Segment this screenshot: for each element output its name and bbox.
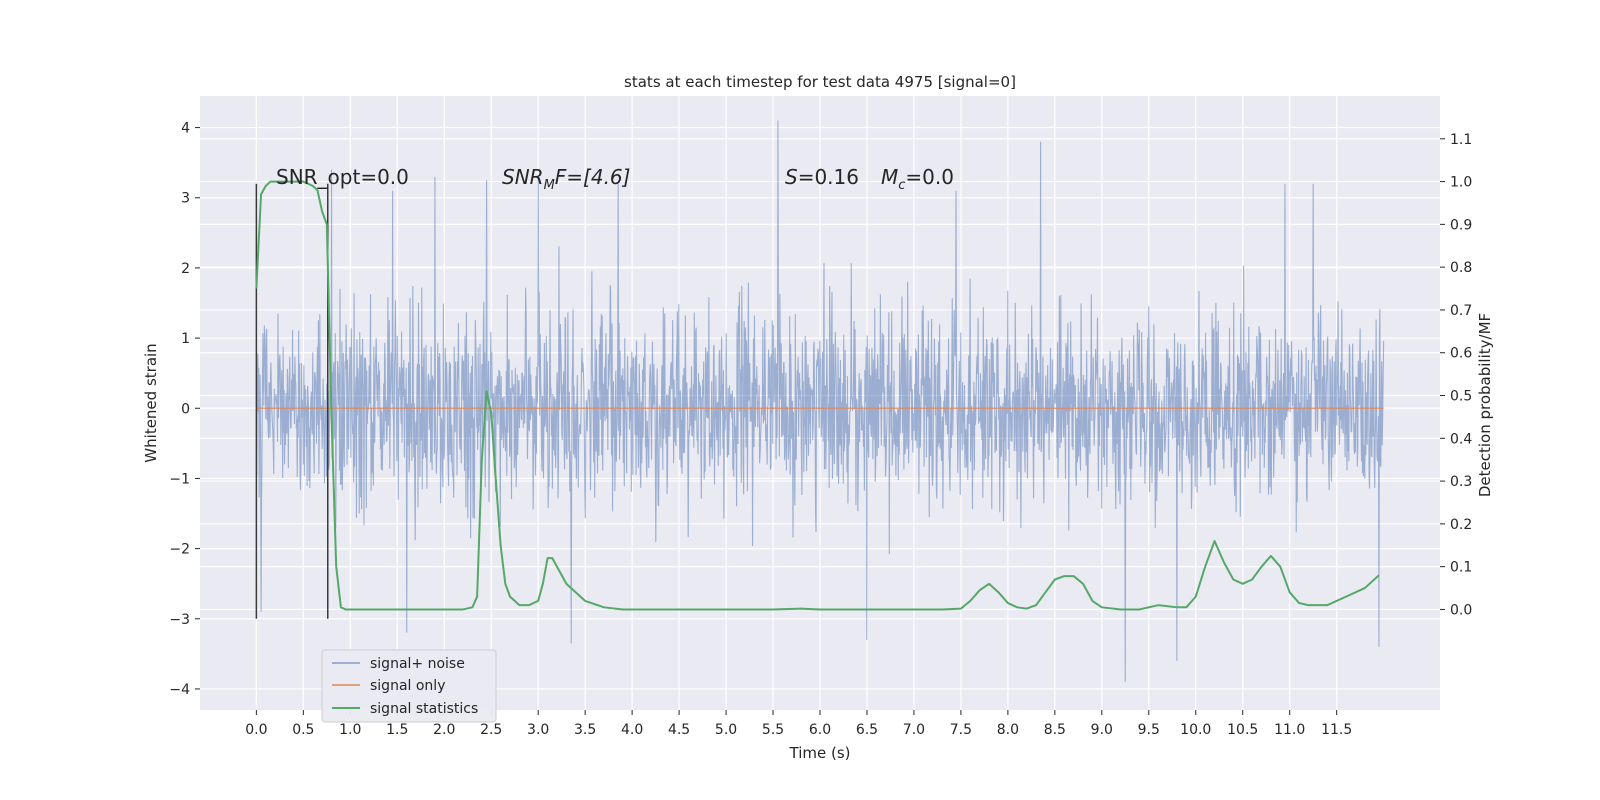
y-tick-label-8: 4: [181, 121, 190, 137]
x-tick-label-22: 11.0: [1274, 722, 1305, 738]
y2-tick-label-11: 1.1: [1450, 132, 1472, 148]
y2-tick-label-8: 0.8: [1450, 260, 1472, 276]
annotation-m-sub: c: [898, 178, 905, 193]
x-tick-label-2: 1.0: [339, 722, 361, 738]
x-tick-label-13: 6.5: [856, 722, 878, 738]
annotation-snr-mf: SNRMF=[4.6]: [502, 165, 630, 193]
x-tick-label-4: 2.0: [433, 722, 455, 738]
x-tick-label-17: 8.5: [1044, 722, 1066, 738]
y-tick-label-4: 0: [181, 401, 190, 417]
y2-tick-label-4: 0.4: [1450, 431, 1472, 447]
x-tick-label-21: 10.5: [1227, 722, 1258, 738]
annotation-snr-mf-rest: F=[4.6]: [555, 165, 631, 189]
annotation-m-letter: M: [881, 165, 898, 189]
y-tick-label-2: −2: [169, 542, 190, 558]
x-tick-label-20: 10.0: [1180, 722, 1211, 738]
annotation-snr-mf-main: SNR: [502, 165, 544, 189]
annotation-snr-opt: SNR_opt=0.0: [276, 165, 409, 189]
y-tick-label-3: −1: [169, 471, 190, 487]
legend-label-signal-noise: signal+ noise: [370, 656, 465, 672]
x-tick-label-5: 2.5: [480, 722, 502, 738]
legend-box: [321, 649, 497, 723]
y-tick-label-0: −4: [169, 682, 190, 698]
y-axis-label: Whitened strain: [142, 343, 160, 462]
y2-axis-label: Detection probability/MF: [1476, 313, 1494, 497]
x-tick-label-6: 3.0: [527, 722, 549, 738]
chart-title: stats at each timestep for test data 497…: [624, 73, 1016, 91]
y2-tick-label-9: 0.9: [1450, 217, 1472, 233]
x-tick-label-14: 7.0: [903, 722, 925, 738]
series-signal-statistics: [255, 180, 1380, 611]
x-tick-label-15: 7.5: [950, 722, 972, 738]
x-tick-label-9: 4.5: [668, 722, 690, 738]
annotation-m-value: =0.0: [905, 165, 954, 189]
x-tick-label-0: 0.0: [245, 722, 267, 738]
axes: 0.0 0.5 1.0 1.5 2.0 2.5 3.0 3.5 4.0 4.5 5.0 5.5 6.0 6…: [169, 121, 1472, 738]
annotation-s-value: =0.16: [798, 165, 859, 189]
annotation-s-mc: S=0.16 Mc=0.0: [785, 165, 954, 193]
y2-tick-label-1: 0.1: [1450, 560, 1472, 576]
x-tick-label-16: 8.0: [997, 722, 1019, 738]
annotations: SNR_opt=0.0 SNRMF=[4.6] S=0.16 Mc=0.0: [276, 165, 954, 193]
x-tick-label-23: 11.5: [1321, 722, 1352, 738]
y2-tick-label-7: 0.7: [1450, 303, 1472, 319]
annotation-s-letter: S: [785, 165, 798, 189]
y-tick-label-1: −3: [169, 612, 190, 628]
line-signal-noise: [255, 120, 1385, 682]
x-tick-label-12: 6.0: [809, 722, 831, 738]
x-tick-label-10: 5.0: [715, 722, 737, 738]
x-tick-label-3: 1.5: [386, 722, 408, 738]
y2-tick-label-0: 0.0: [1450, 602, 1472, 618]
line-signal-statistics: [255, 180, 1380, 611]
legend-label-signal-statistics: signal statistics: [370, 701, 478, 717]
y2-tick-label-6: 0.6: [1450, 346, 1472, 362]
y2-tick-label-10: 1.0: [1450, 175, 1472, 191]
y-tick-label-7: 3: [181, 191, 190, 207]
y2-tick-label-5: 0.5: [1450, 389, 1472, 405]
y-tick-label-5: 1: [181, 331, 190, 347]
x-tick-label-11: 5.5: [762, 722, 784, 738]
x-tick-label-19: 9.5: [1138, 722, 1160, 738]
x-tick-label-18: 9.0: [1091, 722, 1113, 738]
x-tick-label-7: 3.5: [574, 722, 596, 738]
x-axis-label: Time (s): [789, 744, 851, 762]
y2-tick-label-3: 0.3: [1450, 474, 1472, 490]
legend-label-signal-only: signal only: [370, 678, 445, 694]
y2-tick-label-2: 0.2: [1450, 517, 1472, 533]
legend: signal+ noise signal only signal statist…: [321, 649, 497, 723]
x-tick-label-8: 4.0: [621, 722, 643, 738]
series-signal-noise: [255, 120, 1385, 682]
y-tick-label-6: 2: [181, 261, 190, 277]
annotation-snr-mf-sub: M: [544, 178, 555, 193]
x-tick-label-1: 0.5: [292, 722, 314, 738]
